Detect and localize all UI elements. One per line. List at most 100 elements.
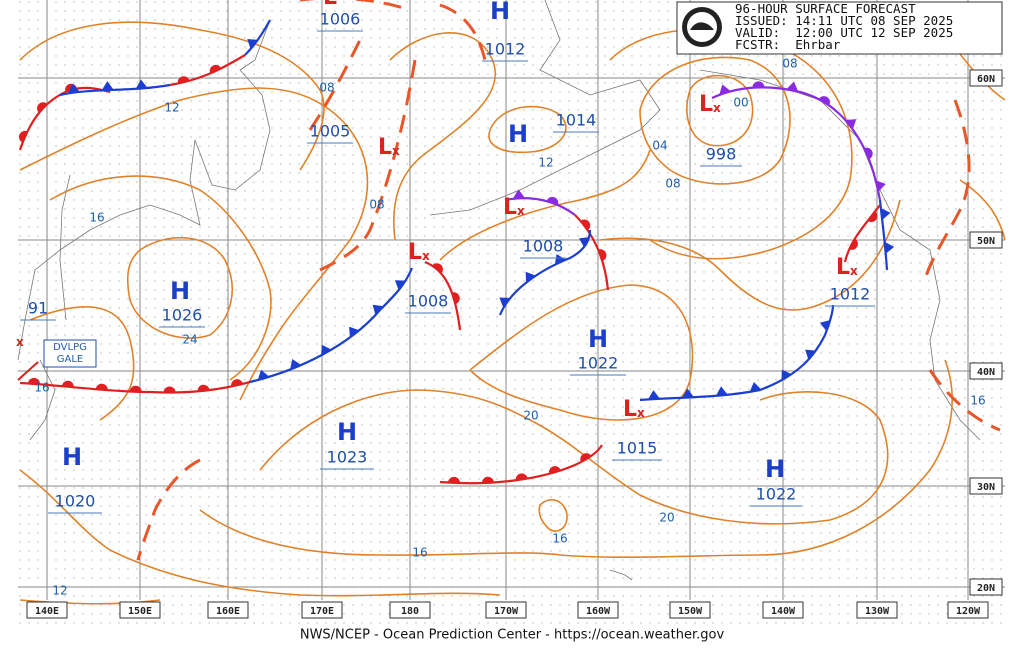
- front-symbol: [875, 180, 886, 192]
- low-symbol: L: [408, 240, 422, 265]
- front-symbol: [177, 76, 190, 84]
- warm-front-semicircle: [209, 64, 222, 74]
- front-symbol: [135, 79, 148, 89]
- latitude-frame: [969, 477, 1003, 495]
- front-symbol: [880, 207, 891, 220]
- longitude-frame: [119, 601, 161, 619]
- isobar-label: 04: [652, 139, 667, 153]
- header-line: ISSUED: 14:11 UTC 08 SEP 2025: [735, 13, 953, 28]
- warning-text: GALE: [57, 354, 83, 365]
- front-symbol: [247, 39, 259, 50]
- front-symbol: [781, 369, 792, 381]
- front-symbol: [580, 453, 592, 463]
- front-symbol: [95, 383, 108, 391]
- cold-front-triangle: [554, 253, 566, 265]
- high-symbol: H: [588, 325, 608, 353]
- front-symbol: [37, 102, 48, 113]
- longitude-frame: [207, 601, 249, 619]
- cold-front-triangle: [715, 386, 728, 396]
- cold-front-triangle: [719, 84, 731, 95]
- pressure-label: 1022: [578, 354, 619, 373]
- warm-front-semicircle: [752, 81, 765, 88]
- longitude-label: 150E: [128, 606, 152, 617]
- warm-front-semicircle: [18, 130, 28, 143]
- front-symbol: [257, 369, 270, 381]
- pressure-label: 1026: [162, 306, 203, 325]
- front-symbol: [18, 130, 28, 143]
- fronts: [18, 19, 895, 485]
- cold-front-triangle: [781, 369, 792, 381]
- warm-front-semicircle: [37, 102, 48, 113]
- cold-front-triangle: [290, 358, 302, 370]
- latitude-frame: [969, 231, 1003, 249]
- front-symbol: [849, 238, 858, 250]
- longitude-frame: [856, 601, 898, 619]
- low-symbol: L: [699, 92, 713, 117]
- longitude-frame: [762, 601, 804, 619]
- longitude-frame: [947, 601, 989, 619]
- low-symbol: L: [836, 255, 850, 280]
- warm-front-semicircle: [177, 76, 190, 84]
- isobar-label: 12: [52, 584, 67, 598]
- front-symbol: [231, 379, 243, 387]
- latitude-label: 60N: [977, 74, 995, 85]
- front-symbol: [447, 476, 460, 484]
- low-mark: x: [850, 264, 858, 278]
- front-symbol: [481, 476, 494, 484]
- motion-arrow: [17, 361, 39, 381]
- cold-front-triangle: [819, 319, 831, 332]
- front-symbol: [349, 326, 360, 338]
- isobar-label: 00: [733, 96, 748, 110]
- longitude-frame: [577, 601, 619, 619]
- pressure-label: 1015: [617, 439, 658, 458]
- cold-front-triangle: [257, 369, 270, 381]
- longitude-label: 140E: [35, 606, 59, 617]
- front-symbol: [548, 466, 561, 474]
- cold-front-triangle: [845, 119, 857, 130]
- high-symbol: H: [337, 418, 357, 446]
- low-mark: x: [392, 144, 400, 158]
- cold-front-triangle: [499, 297, 511, 308]
- front-symbol: [27, 377, 40, 385]
- pressure-label: 1020: [55, 492, 96, 511]
- warning-box: [43, 339, 97, 368]
- longitude-frame: [26, 601, 68, 619]
- isobar-label: 24: [182, 333, 197, 347]
- warm-front-semicircle: [598, 249, 607, 261]
- high-symbol: H: [508, 120, 528, 148]
- warm-front-semicircle: [432, 263, 443, 274]
- latitude-labels: 60N 50N 40N 30N 20N: [969, 69, 1003, 596]
- cold-front-triangle: [805, 349, 816, 360]
- low-mark: x: [713, 101, 721, 115]
- front-symbol: [61, 380, 74, 388]
- cold-front-triangle: [578, 236, 590, 248]
- low-mark: x: [422, 249, 430, 263]
- warm-front-semicircle: [481, 476, 494, 484]
- warning-text: DVLPG: [53, 342, 87, 353]
- longitude-label: 140W: [771, 606, 796, 617]
- cold-front-triangle: [884, 241, 895, 254]
- isobar-label: 16: [412, 546, 427, 560]
- warm-front-semicircle: [95, 383, 108, 391]
- longitude-label: 170E: [310, 606, 334, 617]
- cold-front-triangle: [101, 81, 114, 91]
- isobar-label: 20: [659, 511, 674, 525]
- front-symbol: [163, 386, 176, 393]
- front-symbol: [867, 211, 878, 223]
- front-symbol: [715, 386, 728, 396]
- warm-front-semicircle: [515, 473, 528, 481]
- warm-front-semicircle: [231, 379, 243, 387]
- latitude-label: 20N: [977, 583, 995, 594]
- cold-front-triangle: [749, 382, 762, 392]
- cold-front-triangle: [67, 83, 80, 94]
- isobar-label: 12: [164, 101, 179, 115]
- footer: NWS/NCEP - Ocean Prediction Center - htt…: [300, 628, 725, 643]
- front-symbol: [525, 271, 536, 283]
- warm-front-semicircle: [864, 147, 873, 160]
- isobars: [19, 0, 1006, 605]
- warm-front-semicircle: [129, 385, 142, 392]
- cold-front-triangle: [512, 189, 525, 199]
- front-symbol: [321, 344, 332, 356]
